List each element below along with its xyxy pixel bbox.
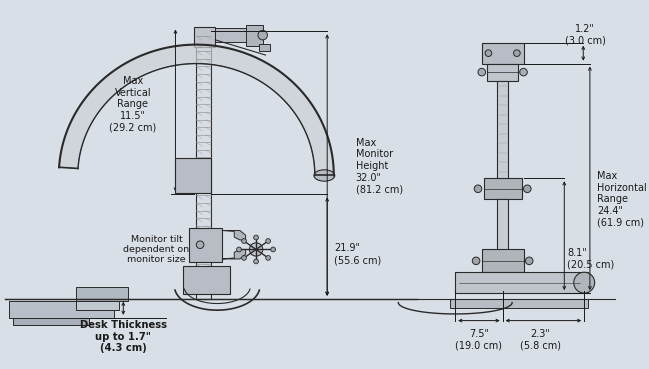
Ellipse shape (472, 257, 480, 265)
Text: Max
Vertical
Range
11.5"
(29.2 cm): Max Vertical Range 11.5" (29.2 cm) (109, 76, 156, 132)
Ellipse shape (524, 185, 531, 193)
Ellipse shape (314, 170, 335, 181)
Ellipse shape (265, 239, 271, 244)
Ellipse shape (485, 50, 492, 56)
Bar (76, 287, 128, 301)
Text: 21.9"
(55.6 cm): 21.9" (55.6 cm) (334, 244, 381, 265)
Text: Monitor tilt
dependent on
monitor size: Monitor tilt dependent on monitor size (123, 235, 190, 264)
Polygon shape (59, 45, 334, 176)
Bar (10, 301, 114, 318)
Bar (13, 318, 89, 325)
Ellipse shape (265, 256, 271, 260)
Bar (482, 249, 524, 272)
Bar (497, 199, 508, 251)
Text: Desk Thickness
up to 1.7"
(4.3 cm): Desk Thickness up to 1.7" (4.3 cm) (80, 320, 167, 353)
Ellipse shape (271, 247, 276, 252)
Text: 2.3"
(5.8 cm): 2.3" (5.8 cm) (520, 329, 561, 351)
Ellipse shape (254, 259, 258, 264)
Bar (482, 43, 524, 63)
Ellipse shape (474, 185, 482, 193)
Bar (259, 44, 270, 51)
Bar (484, 178, 522, 199)
Bar (183, 266, 230, 294)
Text: 8.1"
(20.5 cm): 8.1" (20.5 cm) (567, 248, 615, 270)
Ellipse shape (196, 241, 204, 248)
Bar (175, 158, 212, 193)
Ellipse shape (574, 272, 594, 293)
Bar (487, 63, 518, 81)
Bar (196, 31, 212, 299)
Text: 7.5"
(19.0 cm): 7.5" (19.0 cm) (456, 329, 502, 351)
Bar (245, 25, 263, 45)
Ellipse shape (478, 68, 485, 76)
Ellipse shape (258, 30, 267, 40)
Bar (215, 28, 249, 42)
Ellipse shape (513, 50, 520, 56)
Ellipse shape (237, 247, 241, 252)
Bar (195, 27, 215, 48)
Ellipse shape (241, 239, 247, 244)
Ellipse shape (249, 243, 263, 256)
Text: Max
Monitor
Height
32.0"
(81.2 cm): Max Monitor Height 32.0" (81.2 cm) (356, 138, 403, 194)
Ellipse shape (526, 257, 533, 265)
Ellipse shape (520, 68, 527, 76)
Text: 1.2"
(3.0 cm): 1.2" (3.0 cm) (565, 24, 606, 45)
Bar (76, 301, 119, 310)
Bar (450, 299, 588, 308)
Ellipse shape (254, 235, 258, 240)
Polygon shape (222, 249, 245, 259)
Bar (497, 81, 508, 180)
Bar (189, 228, 222, 262)
Text: Max
Horizontal
Range
24.4"
(61.9 cm): Max Horizontal Range 24.4" (61.9 cm) (598, 171, 647, 227)
Bar (455, 272, 588, 293)
Polygon shape (222, 231, 245, 240)
Ellipse shape (241, 256, 247, 260)
